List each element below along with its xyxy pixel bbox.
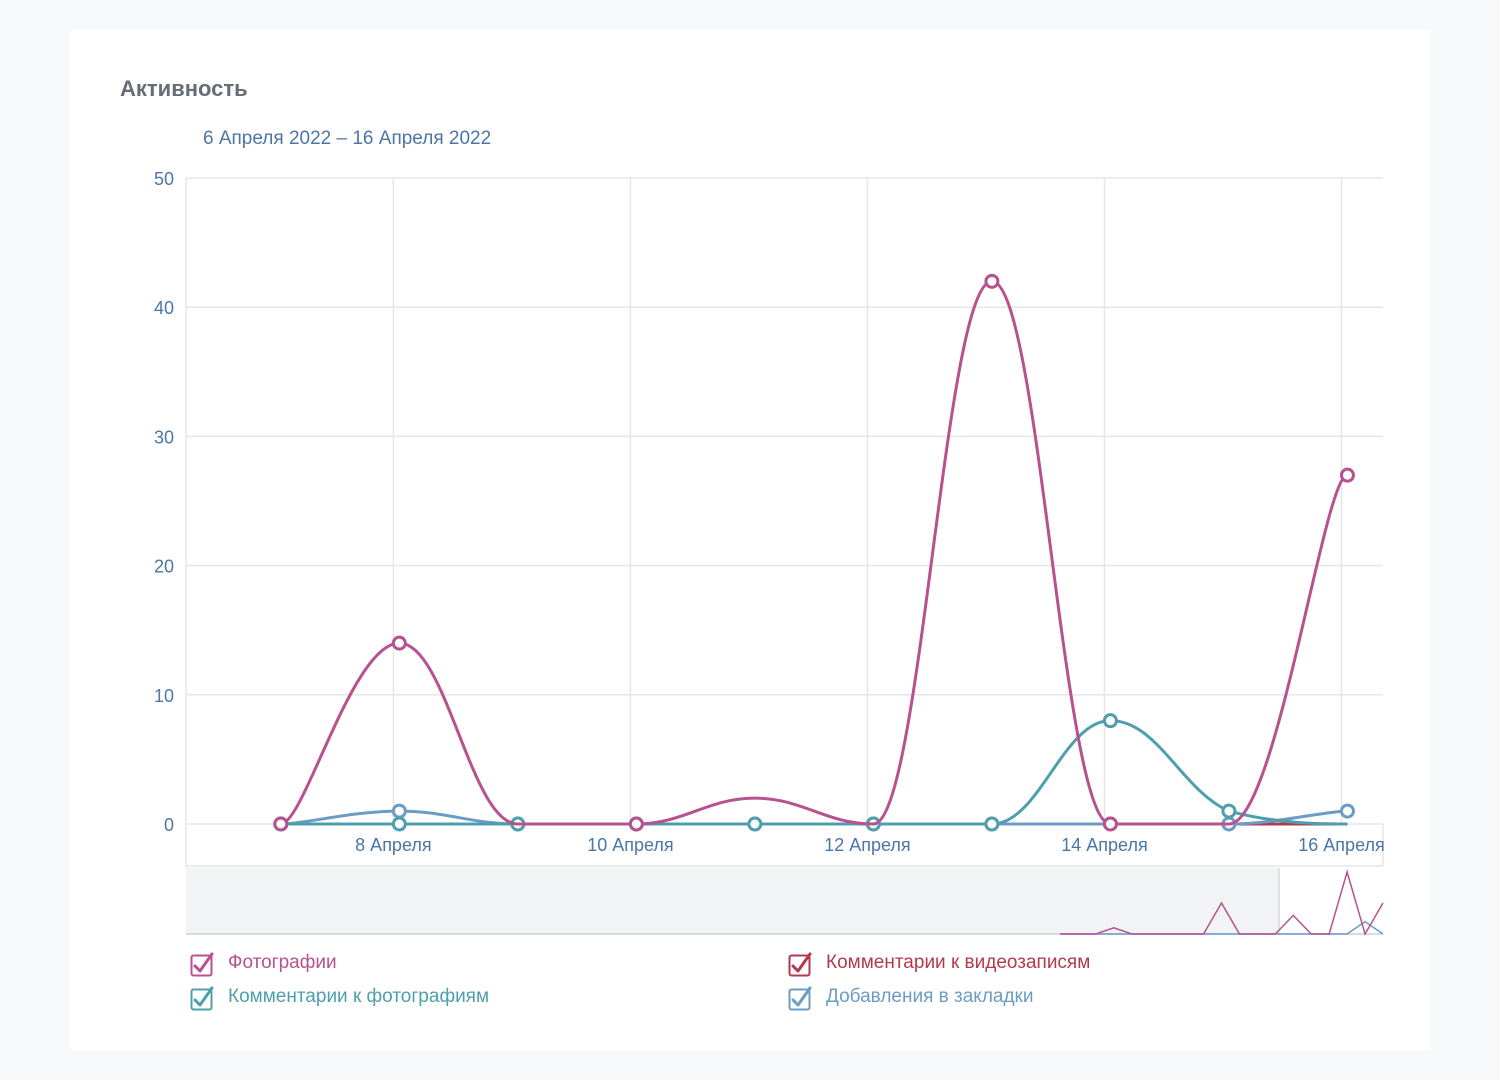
legend-item-bookmarks[interactable]: Добавления в закладки	[788, 986, 1034, 1011]
navigator-mask	[186, 868, 1279, 934]
x-tick-label: 10 Апреля	[587, 835, 673, 855]
data-point	[984, 273, 1000, 289]
legend-label: Комментарии к фотографиям	[228, 986, 490, 1007]
chart-legend: Фотографии Комментарии к видеозаписям Ко…	[190, 952, 1390, 1022]
chart-grid	[185, 177, 1384, 868]
series-line	[280, 279, 1349, 826]
checkbox-checked-icon[interactable]	[190, 952, 214, 977]
data-point	[747, 816, 763, 832]
data-point	[984, 816, 1000, 832]
legend-label: Фотографии	[228, 952, 337, 973]
x-tick-label: 16 Апреля	[1298, 835, 1384, 855]
y-tick-label: 10	[154, 686, 174, 706]
checkbox-checked-icon[interactable]	[788, 952, 812, 977]
data-point	[391, 816, 407, 832]
legend-label: Комментарии к видеозаписям	[826, 952, 1091, 973]
data-point	[391, 803, 407, 819]
x-tick-label: 12 Апреля	[824, 835, 910, 855]
data-point	[273, 816, 289, 832]
y-tick-label: 30	[154, 427, 174, 447]
y-tick-label: 50	[154, 169, 174, 189]
data-point	[1339, 803, 1355, 819]
navigator-series-line	[1060, 869, 1384, 936]
x-tick-label: 8 Апреля	[355, 835, 431, 855]
x-axis: 8 Апреля 10 Апреля 12 Апреля 14 Апреля 16 Ап…	[355, 835, 1385, 855]
legend-item-photo-comments[interactable]: Комментарии к фотографиям	[190, 986, 490, 1011]
y-tick-label: 20	[154, 557, 174, 577]
y-axis: 0 10 20 30 40 50	[154, 169, 174, 835]
data-point	[1102, 816, 1118, 832]
x-tick-label: 14 Апреля	[1061, 835, 1147, 855]
legend-item-video-comments[interactable]: Комментарии к видеозаписям	[788, 952, 1091, 977]
checkbox-checked-icon[interactable]	[788, 986, 812, 1011]
series-line	[280, 719, 1348, 826]
data-point	[1339, 467, 1355, 483]
page-title: Активность	[120, 76, 248, 101]
data-point	[1221, 803, 1237, 819]
y-tick-label: 0	[164, 815, 174, 835]
chart-series	[273, 273, 1355, 832]
checkbox-checked-icon[interactable]	[190, 986, 214, 1011]
legend-item-photos[interactable]: Фотографии	[190, 952, 337, 977]
plot-area	[186, 178, 1383, 824]
data-point	[1102, 713, 1118, 729]
y-tick-label: 40	[154, 298, 174, 318]
data-point	[391, 635, 407, 651]
date-range[interactable]: 6 Апреля 2022 – 16 Апреля 2022	[203, 128, 492, 149]
range-navigator	[186, 868, 1384, 936]
legend-label: Добавления в закладки	[826, 986, 1034, 1007]
data-point	[628, 816, 644, 832]
